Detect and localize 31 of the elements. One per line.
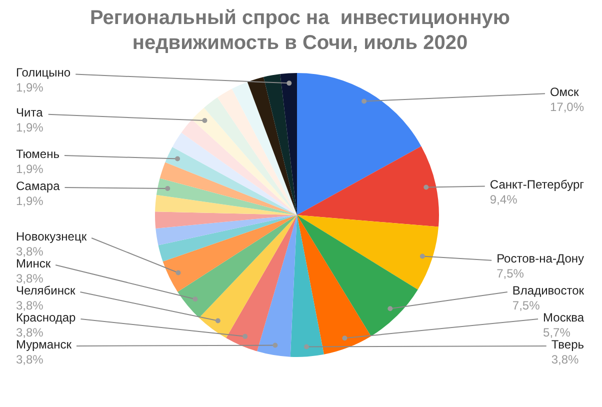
slice-label: Тюмень (16, 146, 60, 161)
slice-label: Чита (16, 106, 44, 120)
data-label: 9,4% (490, 192, 518, 207)
data-label: 3,8% (16, 271, 44, 286)
data-label: 1,9% (16, 120, 44, 135)
data-label: 5,7% (543, 325, 571, 340)
slice-label: Омск (550, 84, 580, 99)
slice-label: Тверь (551, 337, 584, 352)
data-label: 7,5% (512, 298, 540, 312)
slice-label: Мурманск (16, 337, 72, 352)
slice-label: Голицыно (16, 66, 71, 80)
data-label: 17,0% (550, 100, 584, 114)
slice-label: Челябинск (16, 283, 76, 298)
slice-label: Новокузнецк (16, 229, 88, 244)
slice-label: Краснодар (16, 310, 76, 324)
data-label: 1,9% (16, 162, 44, 176)
data-label: 3,8% (16, 298, 44, 312)
data-label: 1,9% (16, 194, 44, 208)
data-label: 7,5% (496, 266, 524, 281)
data-label: 3,8% (551, 352, 580, 366)
slice-label: Самара (16, 178, 60, 193)
chart-title: Региональный спрос на инвестиционную недвижимость в Сочи, июль 2020 (88, 6, 512, 56)
data-label: 1,9% (16, 80, 44, 95)
data-label: 3,8% (16, 352, 44, 366)
slice-label: Владивосток (512, 283, 585, 298)
data-label: 3,8% (16, 325, 44, 340)
slice-label: Ростов-на-Дону (496, 252, 584, 266)
slice-label: Москва (543, 310, 584, 324)
slice-label: Санкт-Петербург (490, 178, 585, 192)
data-label: 3,8% (16, 244, 44, 258)
slice-label: Минск (16, 256, 52, 270)
